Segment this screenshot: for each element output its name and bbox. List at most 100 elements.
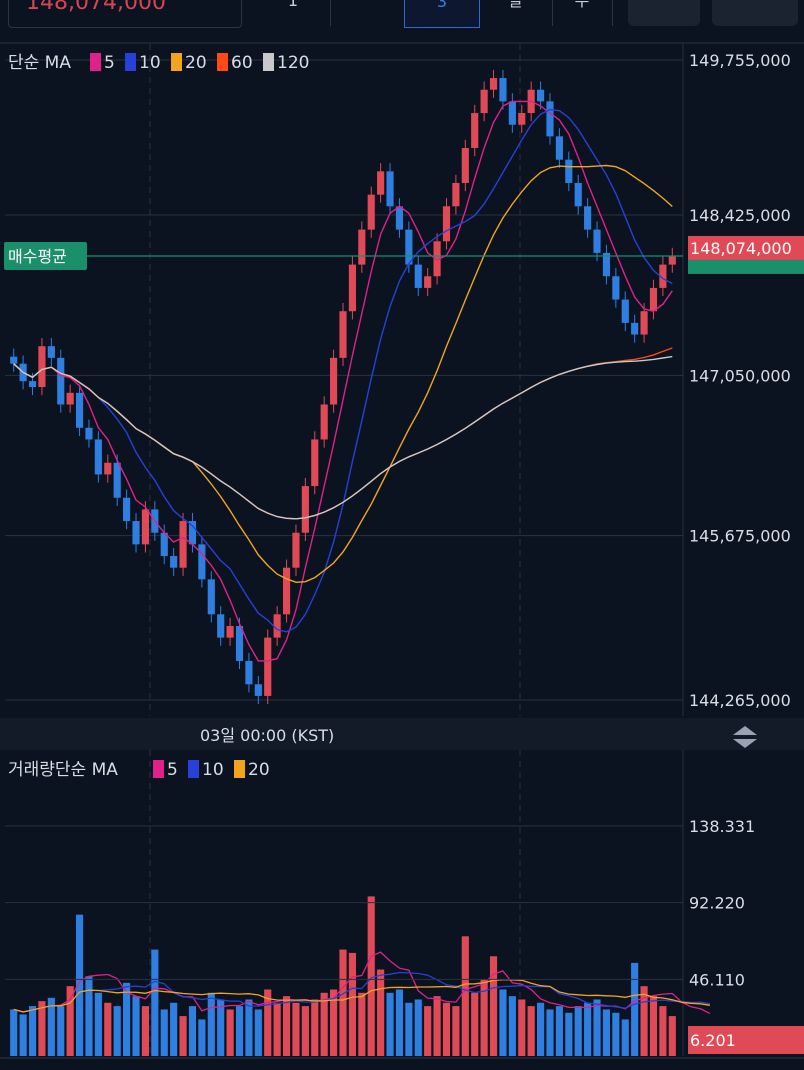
volume-bar <box>358 992 366 1056</box>
volume-bar <box>104 1002 112 1056</box>
candle-body <box>282 567 291 615</box>
price-panel-bg <box>0 42 804 718</box>
candle-body <box>348 264 356 312</box>
volume-bar <box>85 976 93 1056</box>
candle-body <box>198 544 206 580</box>
candle-body <box>424 276 432 288</box>
ma-legend-label: 20 <box>185 53 207 73</box>
volume-bar <box>386 992 394 1056</box>
current-price-display: 148,074,000 <box>26 0 166 15</box>
avg-price-tag-bg <box>688 259 804 274</box>
volume-ma-title: 거래량단순 MA <box>8 760 118 780</box>
candle-body <box>631 322 639 335</box>
volume-bar <box>640 986 648 1056</box>
volume-bar <box>179 1016 187 1056</box>
candle-body <box>358 229 366 265</box>
volume-ma-line-10 <box>13 971 711 1013</box>
ma-legend-swatch <box>263 53 274 71</box>
volume-bar <box>19 1014 27 1056</box>
candle-body <box>264 637 272 696</box>
candle-body <box>226 625 234 638</box>
time-axis-label: 03일 00:00 (KST) <box>200 726 334 745</box>
candle-body <box>574 182 582 207</box>
candle-body <box>508 101 516 125</box>
candle-body <box>113 462 121 498</box>
candle-body <box>66 392 74 405</box>
volume-bar <box>245 999 253 1056</box>
volume-bar <box>348 952 356 1056</box>
volume-tick-label: 46.110 <box>689 970 745 989</box>
candle-body <box>612 276 620 300</box>
volume-bar <box>320 992 328 1056</box>
volume-bar <box>621 1019 629 1056</box>
volume-bar <box>254 1009 262 1056</box>
volume-bar <box>311 999 319 1056</box>
volume-bar <box>198 1019 206 1056</box>
volume-bar <box>602 1009 611 1056</box>
volume-legend-label: 5 <box>167 760 178 780</box>
candle-body <box>179 521 187 568</box>
candle-body <box>75 392 84 428</box>
volume-bar <box>66 986 74 1056</box>
candle-body <box>301 486 309 533</box>
period-button-3[interactable]: 3 <box>404 0 480 28</box>
volume-bar <box>10 1009 18 1056</box>
candle-body <box>668 255 676 265</box>
candle-body <box>659 264 667 288</box>
volume-bar <box>141 1006 149 1056</box>
volume-bar <box>537 1002 545 1056</box>
volume-bar <box>301 1006 309 1056</box>
volume-bar <box>151 949 159 1056</box>
candle-body <box>94 439 102 475</box>
candle-body <box>621 299 629 323</box>
volume-bar <box>489 956 498 1056</box>
ma-legend-swatch <box>125 53 136 71</box>
period-button-1[interactable]: 1 <box>256 0 331 26</box>
candle-body <box>188 521 197 545</box>
volume-bar <box>612 1012 620 1056</box>
volume-bar <box>377 969 385 1056</box>
candle-body <box>207 579 215 615</box>
candle-body <box>395 206 404 230</box>
volume-bar <box>518 999 526 1056</box>
volume-bar <box>38 1001 46 1056</box>
candle-body <box>273 614 281 638</box>
volume-bar <box>367 896 375 1056</box>
candle-body <box>452 182 460 207</box>
volume-tick-label: 138.331 <box>689 817 755 836</box>
ma-line-10 <box>13 108 673 633</box>
layout-icon[interactable] <box>628 0 700 26</box>
price-tick-label: 148,425,000 <box>689 206 791 225</box>
volume-bar <box>424 1006 432 1056</box>
candle-body <box>442 206 451 242</box>
volume-bar <box>499 989 507 1056</box>
top-toolbar: 148,074,000 1 3 일 주 <box>0 0 804 42</box>
gear-icon[interactable] <box>712 0 798 26</box>
candle-body <box>565 159 573 183</box>
volume-bar <box>160 1009 168 1056</box>
candle-body <box>28 381 37 387</box>
volume-bar <box>28 1006 37 1056</box>
candle-body <box>85 427 93 440</box>
period-button-day[interactable]: 일 <box>478 0 553 26</box>
volume-bar <box>113 1006 121 1056</box>
candle-body <box>57 357 65 405</box>
ma-legend-label: 60 <box>231 53 253 73</box>
candle-body <box>38 346 46 387</box>
volume-bar <box>235 1006 244 1056</box>
candle-body <box>489 78 498 90</box>
price-tick-label: 145,675,000 <box>689 527 791 546</box>
volume-bar <box>330 989 338 1056</box>
volume-bar <box>433 996 441 1056</box>
time-axis-bar <box>0 718 804 750</box>
ma-legend-swatch <box>171 53 182 71</box>
current-price-box <box>8 0 242 28</box>
period-button-week[interactable]: 주 <box>552 0 613 26</box>
volume-bar <box>649 996 658 1056</box>
candle-body <box>499 78 507 102</box>
volume-bar <box>282 996 291 1056</box>
price-tick-label: 149,755,000 <box>689 51 791 70</box>
candle-body <box>235 625 244 661</box>
volume-legend-swatch <box>188 760 199 778</box>
